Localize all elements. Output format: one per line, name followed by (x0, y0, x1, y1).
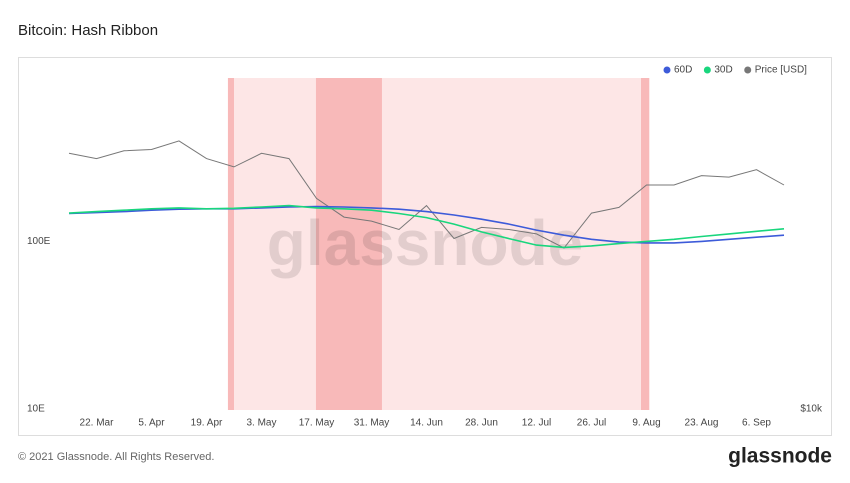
x-tick-label: 14. Jun (410, 418, 443, 429)
x-tick-label: 6. Sep (742, 418, 771, 429)
chart-frame (18, 57, 832, 436)
capitulation-band (641, 78, 650, 410)
x-tick-label: 9. Aug (632, 418, 660, 429)
x-tick-label: 17. May (299, 418, 335, 429)
x-tick-label: 28. Jun (465, 418, 498, 429)
legend-label: Price [USD] (755, 65, 807, 76)
x-tick-label: 26. Jul (577, 418, 606, 429)
legend-marker (663, 66, 671, 74)
series-line (68, 205, 785, 244)
legend-label: 60D (674, 65, 692, 76)
x-tick-label: 19. Apr (191, 418, 223, 429)
series-line (68, 204, 785, 249)
x-tick-label: 12. Jul (522, 418, 551, 429)
capitulation-band (227, 78, 650, 410)
footer: © 2021 Glassnode. All Rights Reserved. (18, 451, 214, 463)
legend-marker (744, 66, 752, 74)
legend-marker (703, 66, 711, 74)
x-tick-label: 31. May (354, 418, 390, 429)
logo: glassnode (728, 445, 832, 468)
chart-title: Bitcoin: Hash Ribbon (18, 22, 158, 39)
x-tick-label: 5. Apr (138, 418, 165, 429)
x-tick-label: 23. Aug (685, 418, 719, 429)
y-tick-label: 100E (27, 236, 51, 247)
series-line (68, 140, 785, 249)
capitulation-band (227, 78, 234, 410)
legend-label: 30D (714, 65, 732, 76)
x-tick-label: 22. Mar (80, 418, 115, 429)
y-tick-label: 10E (27, 404, 45, 415)
capitulation-band (315, 78, 382, 410)
x-tick-label: 3. May (246, 418, 276, 429)
y2-tick-label: $10k (800, 404, 823, 415)
